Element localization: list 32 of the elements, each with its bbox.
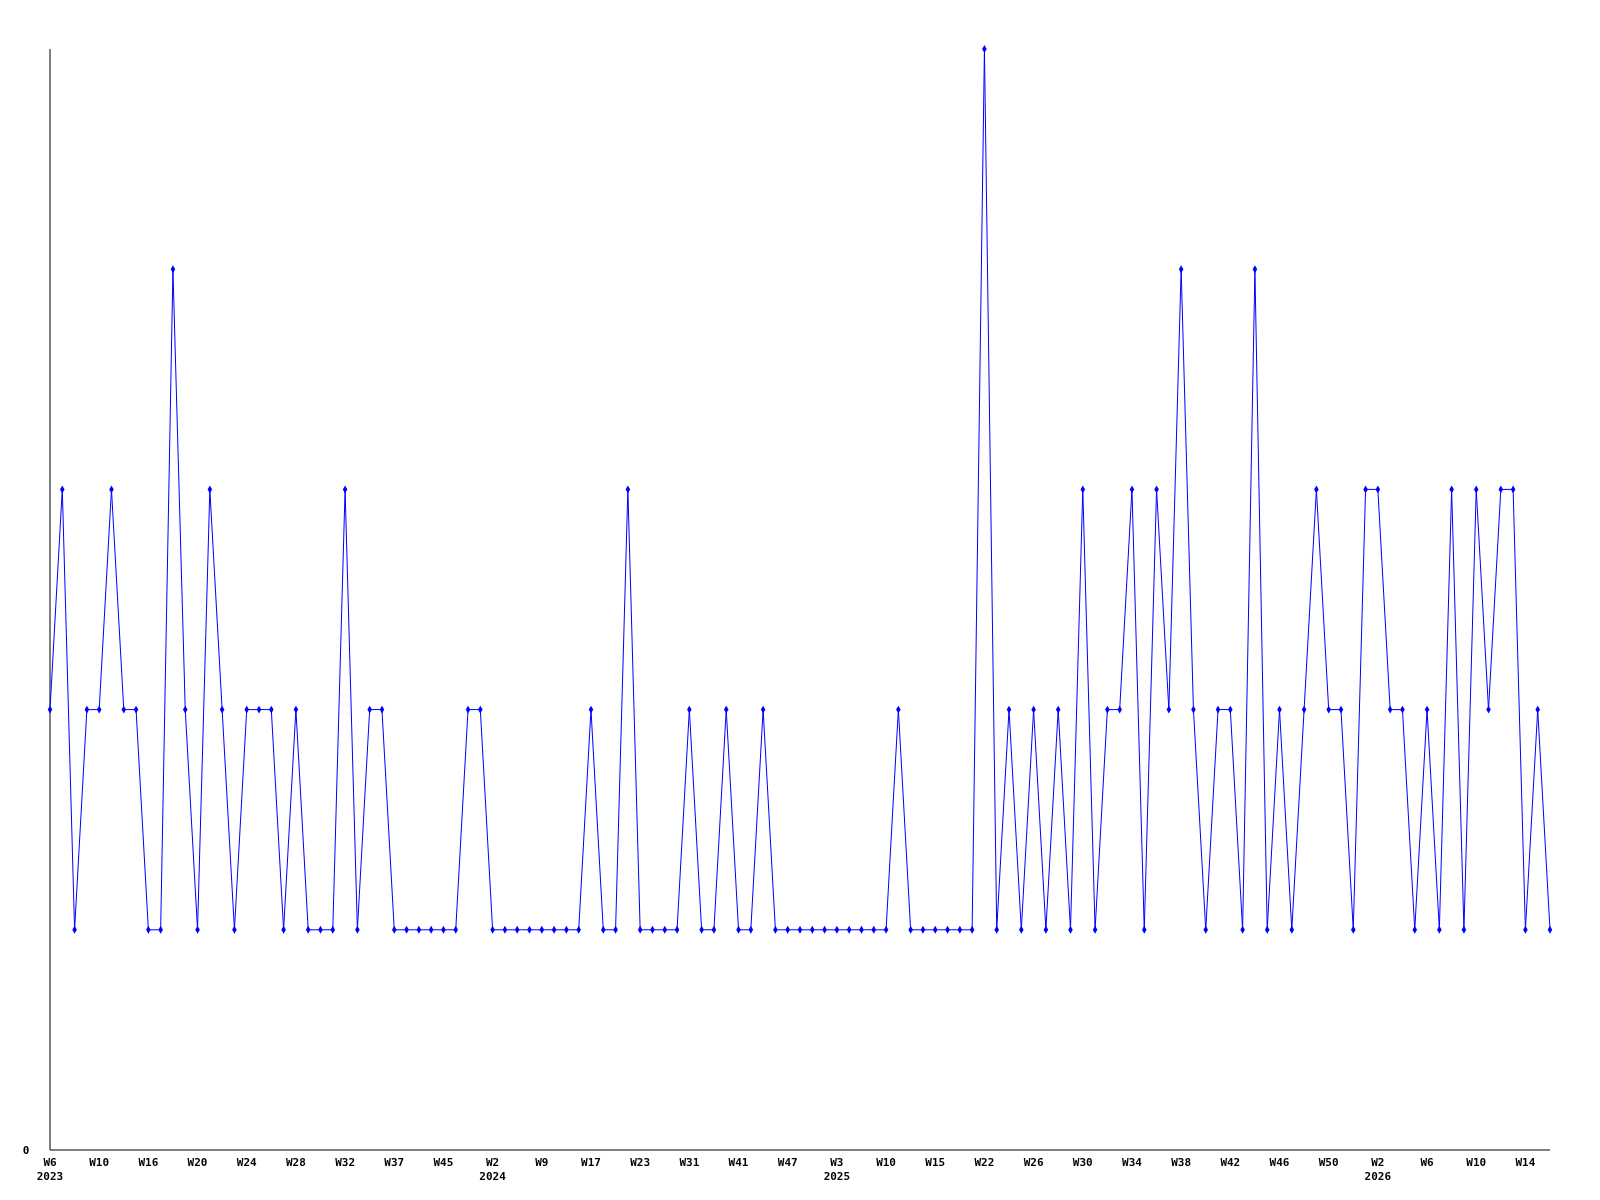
x-tick-label: W41	[728, 1156, 749, 1169]
x-tick-label: W50	[1318, 1156, 1339, 1169]
x-tick-label: W28	[285, 1156, 306, 1169]
x-tick-label: W10	[89, 1156, 110, 1169]
x-tick-label: W20	[187, 1156, 208, 1169]
x-tick-label: W3 2025	[823, 1156, 851, 1183]
x-tick-label: W10	[1466, 1156, 1487, 1169]
x-tick-label: W23	[630, 1156, 651, 1169]
x-tick-label: W31	[679, 1156, 700, 1169]
x-tick-label: W47	[777, 1156, 798, 1169]
x-tick-label: W2 2026	[1364, 1156, 1392, 1183]
x-tick-label: W16	[138, 1156, 159, 1169]
x-tick-label: W45	[433, 1156, 454, 1169]
x-tick-label: W2 2024	[479, 1156, 507, 1183]
x-tick-label: W6 2023	[36, 1156, 64, 1183]
x-tick-label: W38	[1171, 1156, 1192, 1169]
x-tick-label: W24	[236, 1156, 258, 1169]
x-tick-label: W15	[925, 1156, 946, 1169]
x-tick-label: W37	[384, 1156, 405, 1169]
text: 0	[22, 1144, 30, 1157]
x-tick-label: W10	[876, 1156, 896, 1169]
x-tick-label: W17	[581, 1156, 601, 1169]
x-tick-label: W6	[1420, 1156, 1435, 1169]
x-tick-label: W14	[1515, 1156, 1536, 1169]
x-tick-label: W34	[1122, 1156, 1143, 1169]
x-tick-label: W42	[1220, 1156, 1241, 1169]
x-tick-label: W26	[1023, 1156, 1044, 1169]
x-tick-label: W46	[1269, 1156, 1290, 1169]
x-tick-label: W9	[535, 1156, 549, 1169]
x-tick-label: W30	[1072, 1156, 1093, 1169]
x-tick-label: W32	[335, 1156, 356, 1169]
x-tick-label: W22	[974, 1156, 995, 1169]
